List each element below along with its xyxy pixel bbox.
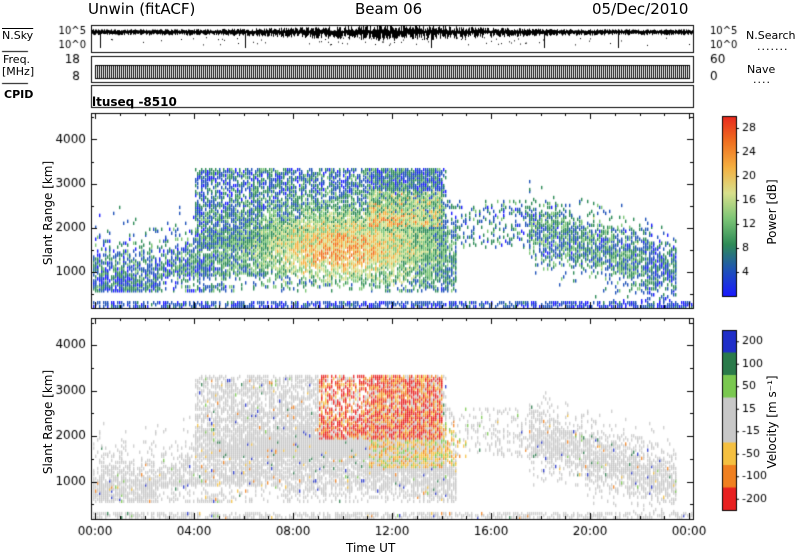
date-label: 05/Dec/2010 [592, 0, 689, 18]
beam-label: Beam 06 [355, 0, 423, 18]
x-axis-label: Time UT [346, 541, 396, 555]
nave-dots: .... [753, 73, 771, 86]
velocity-colorbar-label: Velocity [m s⁻¹] [765, 375, 779, 469]
nsearch-label: N.Search [746, 29, 796, 42]
cpid-value: ltuseq -8510 [92, 95, 177, 109]
nsky-label: N.Sky [2, 29, 34, 42]
freq-label-line2: [MHz] [2, 65, 35, 78]
velocity-y-axis-label: Slant Range [km] [41, 369, 55, 475]
nave-label: Nave [747, 63, 776, 76]
cpid-label: CPID [4, 88, 34, 101]
power-y-axis-label: Slant Range [km] [41, 160, 55, 266]
freq-label-line1: Freq. [3, 53, 31, 66]
power-colorbar-label: Power [dB] [765, 179, 779, 245]
figure-title: Unwin (fitACF) [88, 0, 196, 18]
nsearch-dots: ....... [757, 40, 789, 53]
